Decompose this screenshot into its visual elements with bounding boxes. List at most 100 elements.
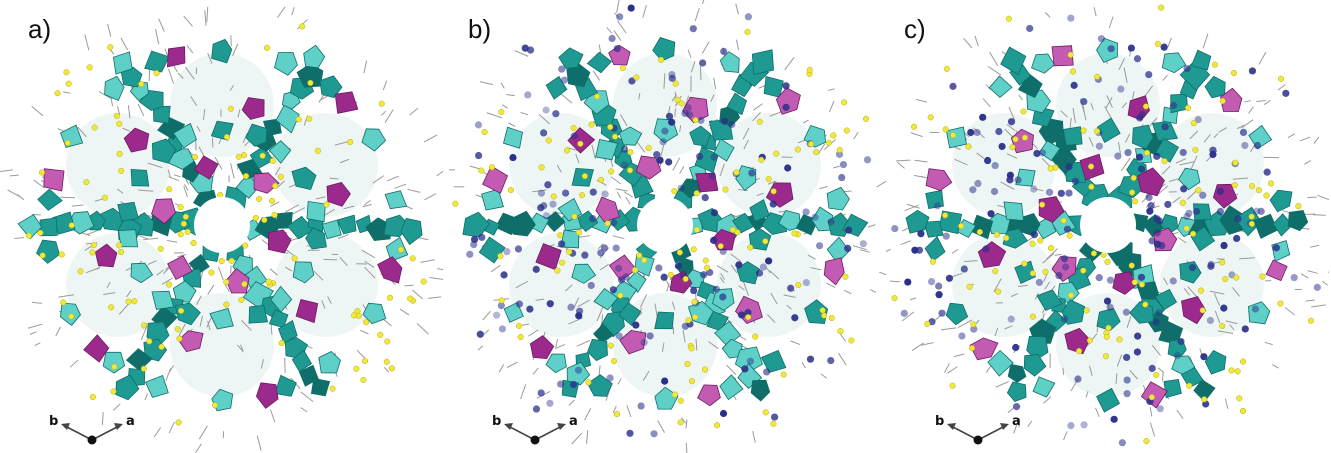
bond-stick [116, 106, 121, 115]
polyhedron [334, 91, 359, 114]
sulfur-atom [177, 231, 184, 238]
guest-atom [660, 273, 668, 281]
guest-atom [708, 172, 717, 180]
bond-stick [514, 50, 529, 57]
guest-atom [589, 188, 597, 196]
polyhedron [1204, 349, 1227, 375]
sulfur-atom [1232, 159, 1239, 166]
bond-stick [1203, 134, 1211, 143]
sulfur-atom [1240, 358, 1247, 365]
sulfur-atom [1009, 144, 1016, 151]
guest-atom [1065, 189, 1073, 197]
polyhedron [112, 51, 133, 75]
sulfur-atom [1233, 274, 1240, 281]
sulfur-atom [515, 322, 523, 329]
bond-stick [1177, 236, 1187, 244]
bond-stick [319, 95, 329, 101]
bond-stick [1256, 100, 1266, 103]
guest-atom [787, 284, 795, 292]
sulfur-atom [1129, 189, 1136, 196]
sulfur-atom [581, 173, 588, 180]
bond-stick [1213, 133, 1219, 139]
bond-stick [490, 264, 501, 273]
bond-stick [291, 7, 295, 16]
bond-stick [1010, 293, 1019, 298]
bond-stick [199, 315, 204, 327]
bond-stick [1082, 105, 1087, 121]
sulfur-atom [538, 164, 545, 171]
sulfur-atom [765, 175, 772, 183]
polyhedron [618, 126, 643, 146]
bond-stick [363, 60, 368, 74]
sulfur-atom [166, 186, 173, 193]
bond-stick [190, 96, 198, 106]
polyhedron [144, 50, 170, 73]
sulfur-atom [688, 345, 695, 352]
guest-atom [719, 293, 727, 301]
sulfur-atom [676, 249, 683, 256]
bond-stick [1044, 11, 1051, 18]
guest-atom [1153, 152, 1161, 160]
bond-stick [324, 208, 335, 216]
bond-stick [672, 157, 681, 171]
channel-shade [170, 53, 274, 157]
bond-stick [829, 100, 835, 113]
bond-stick [1151, 344, 1161, 356]
sulfur-atom [1234, 368, 1241, 375]
sulfur-atom [554, 267, 561, 274]
guest-atom [782, 103, 790, 111]
bond-stick [1000, 181, 1015, 190]
bond-stick [752, 112, 761, 122]
bond-stick [77, 126, 87, 138]
bond-stick [158, 18, 165, 32]
guest-atom [637, 402, 645, 410]
guest-atom [668, 74, 676, 82]
sulfur-atom [107, 44, 114, 51]
sulfur-atom [993, 231, 1000, 238]
polyhedron [1023, 354, 1047, 377]
guest-atom [1188, 263, 1197, 272]
guest-atom [576, 307, 584, 315]
sulfur-atom [843, 127, 850, 134]
guest-atom [609, 286, 618, 294]
sulfur-atom [557, 232, 564, 239]
bond-stick [195, 443, 202, 453]
guest-atom [1241, 141, 1249, 150]
polyhedron [760, 349, 787, 373]
panel-label-b: b) [468, 14, 492, 44]
sulfur-atom [323, 201, 330, 208]
bond-stick [166, 240, 178, 243]
sulfur-atom [570, 125, 577, 132]
sulfur-atom [693, 190, 700, 197]
guest-atom [1220, 241, 1228, 250]
guest-atom [911, 246, 919, 254]
axis-b-arrowhead [947, 423, 956, 430]
bond-stick [33, 179, 45, 189]
sulfur-atom [256, 195, 263, 202]
sulfur-atom [101, 194, 108, 201]
sulfur-atom [1076, 348, 1083, 355]
sulfur-atom [1186, 382, 1193, 389]
guest-atom [1233, 234, 1241, 243]
sulfur-atom [821, 312, 828, 319]
sulfur-atom [690, 246, 697, 253]
sulfur-atom [942, 212, 949, 219]
polyhedron [274, 52, 298, 76]
sulfur-atom [153, 70, 160, 77]
bond-stick [701, 0, 705, 5]
guest-atom [549, 200, 557, 208]
sulfur-atom [688, 378, 695, 385]
channel-shade [509, 233, 614, 337]
sulfur-atom [90, 242, 97, 249]
bond-stick [710, 94, 715, 102]
guest-atom [1156, 405, 1164, 413]
polyhedron [262, 118, 282, 137]
guest-atom [542, 212, 550, 220]
guest-atom [700, 271, 708, 279]
bond-stick [498, 364, 505, 373]
sulfur-atom [1037, 237, 1044, 244]
channel-shade [952, 233, 1057, 337]
sulfur-atom [378, 100, 385, 107]
bond-stick [58, 294, 75, 298]
